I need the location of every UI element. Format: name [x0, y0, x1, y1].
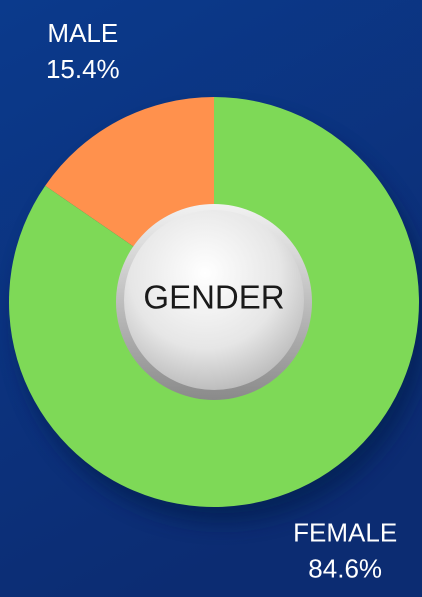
slice-category-label: FEMALE: [293, 518, 397, 548]
slice-value-label: 84.6%: [308, 554, 382, 584]
center-label: GENDER: [143, 279, 284, 316]
slice-category-label: MALE: [47, 18, 118, 48]
slice-value-label: 15.4%: [46, 54, 120, 84]
center-knob: [116, 204, 312, 400]
